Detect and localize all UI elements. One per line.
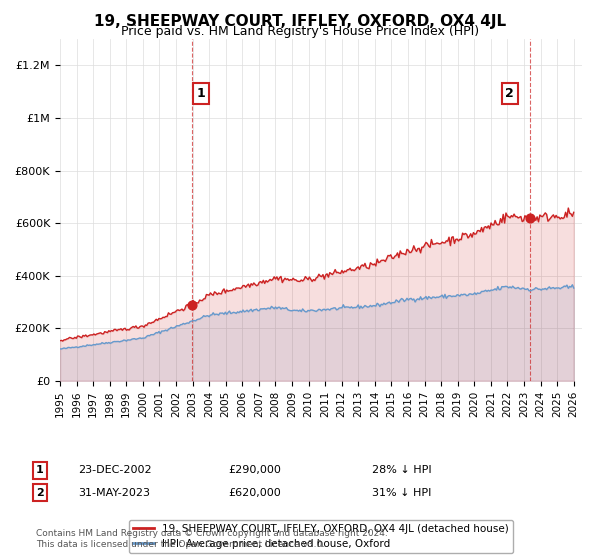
- Text: 23-DEC-2002: 23-DEC-2002: [78, 465, 152, 475]
- Text: 2: 2: [505, 87, 514, 100]
- Text: 31-MAY-2023: 31-MAY-2023: [78, 488, 150, 498]
- Text: £290,000: £290,000: [228, 465, 281, 475]
- Text: £620,000: £620,000: [228, 488, 281, 498]
- Text: 1: 1: [36, 465, 44, 475]
- Text: Price paid vs. HM Land Registry's House Price Index (HPI): Price paid vs. HM Land Registry's House …: [121, 25, 479, 38]
- Text: 1: 1: [197, 87, 206, 100]
- Text: Contains HM Land Registry data © Crown copyright and database right 2024.
This d: Contains HM Land Registry data © Crown c…: [36, 529, 388, 549]
- Point: [187, 300, 197, 309]
- Legend: 19, SHEEPWAY COURT, IFFLEY, OXFORD, OX4 4JL (detached house), HPI: Average price: 19, SHEEPWAY COURT, IFFLEY, OXFORD, OX4 …: [129, 520, 513, 553]
- Text: 19, SHEEPWAY COURT, IFFLEY, OXFORD, OX4 4JL: 19, SHEEPWAY COURT, IFFLEY, OXFORD, OX4 …: [94, 14, 506, 29]
- Text: 31% ↓ HPI: 31% ↓ HPI: [372, 488, 431, 498]
- Point: [526, 213, 535, 222]
- Text: 2: 2: [36, 488, 44, 498]
- Text: 28% ↓ HPI: 28% ↓ HPI: [372, 465, 431, 475]
